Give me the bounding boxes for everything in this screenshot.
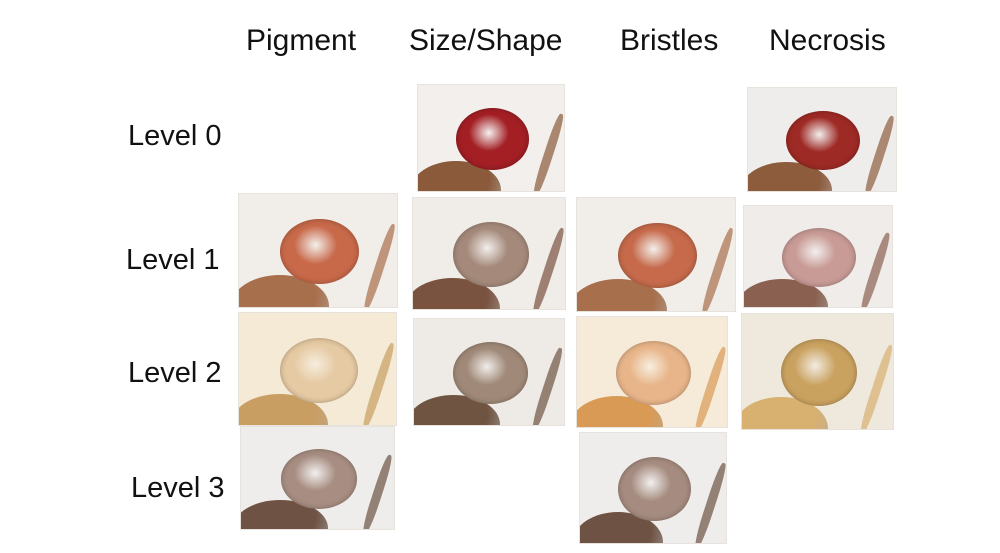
fly-eye <box>782 228 857 287</box>
fly-leg <box>858 231 892 307</box>
photo-level-0-size-shape <box>417 84 565 192</box>
photo-level-2-bristles <box>576 316 728 428</box>
fly-leg <box>360 341 396 425</box>
fly-eye <box>452 222 529 287</box>
fly-eye <box>280 218 360 285</box>
photo-level-1-pigment <box>238 193 398 308</box>
fly-eye <box>280 449 358 509</box>
fly-eye <box>616 341 691 405</box>
fly-eye <box>453 342 528 404</box>
photo-level-2-necrosis <box>741 313 894 430</box>
fly-leg <box>361 222 397 307</box>
fly-leg <box>530 346 564 425</box>
column-header-size-shape: Size/Shape <box>409 24 563 57</box>
fly-leg <box>692 461 726 543</box>
photo-level-2-pigment <box>238 312 397 426</box>
photo-level-2-size-shape <box>413 318 565 426</box>
fly-eye <box>786 110 861 171</box>
fly-leg <box>699 226 735 311</box>
photo-level-0-necrosis <box>747 87 897 192</box>
photo-level-1-size-shape <box>412 197 566 310</box>
row-label-level-0: Level 0 <box>128 120 222 152</box>
row-label-level-1: Level 1 <box>126 244 220 276</box>
column-header-bristles: Bristles <box>620 24 719 57</box>
photo-level-3-pigment <box>240 426 395 530</box>
photo-level-1-bristles <box>576 197 736 312</box>
column-header-pigment: Pigment <box>246 24 357 57</box>
fly-eye <box>617 457 691 521</box>
photo-level-3-bristles <box>579 432 727 544</box>
fly-leg <box>530 226 565 309</box>
row-label-level-2: Level 2 <box>128 357 222 389</box>
photo-level-1-necrosis <box>743 205 893 308</box>
row-label-level-3: Level 3 <box>131 472 225 504</box>
fly-leg <box>857 343 893 429</box>
fly-eye <box>455 108 529 170</box>
column-header-necrosis: Necrosis <box>769 24 886 57</box>
fly-leg <box>360 453 394 529</box>
fly-eye <box>618 222 698 289</box>
fly-eye <box>279 337 359 403</box>
fly-leg <box>692 345 727 427</box>
fly-eye <box>781 339 857 406</box>
fly-leg <box>530 112 564 191</box>
fly-leg <box>862 114 896 191</box>
